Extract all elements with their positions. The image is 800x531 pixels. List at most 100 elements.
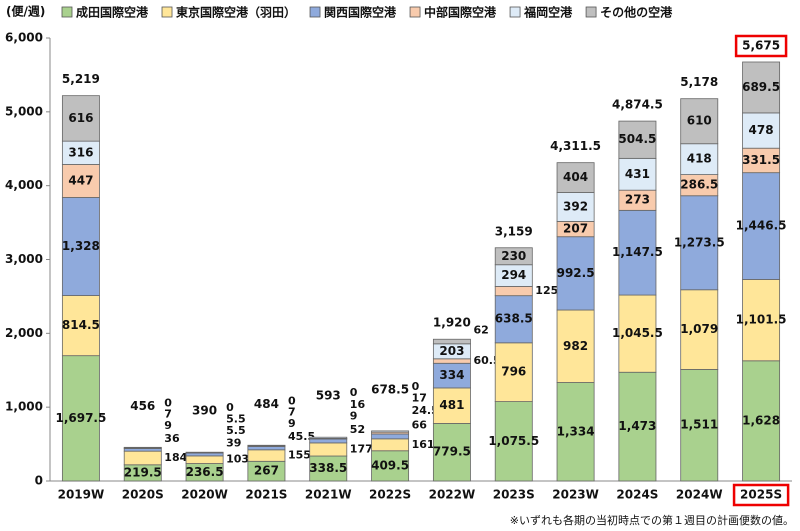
y-tick-label: 4,000 (5, 178, 43, 192)
data-label: 1,101.5 (736, 313, 787, 327)
bar-segment (618, 157, 657, 191)
data-label: 638.5 (495, 312, 533, 326)
data-label: 39 (226, 436, 241, 449)
data-label: 316 (68, 145, 93, 159)
data-label: 1,334 (557, 424, 595, 438)
x-tick-label: 2023S (493, 488, 535, 502)
bar-segment (680, 143, 719, 175)
y-tick-label: 0 (35, 474, 43, 488)
bar-segment (742, 279, 781, 362)
bar-segment (494, 401, 533, 482)
total-label: 5,219 (62, 72, 100, 86)
data-label: 66 (412, 418, 428, 431)
data-label: 0 (164, 396, 172, 409)
bar-segment (556, 236, 595, 311)
total-label: 484 (254, 397, 279, 411)
data-label: 267 (254, 464, 279, 478)
data-label: 45.5 (288, 430, 315, 443)
bar-segment (247, 449, 286, 462)
x-tick-label: 2022S (369, 488, 411, 502)
data-label: 286.5 (680, 178, 718, 192)
total-label: 4,311.5 (550, 139, 601, 153)
y-axis-label: (便/週) (6, 4, 45, 19)
bar-segment (432, 358, 471, 364)
data-label: 689.5 (742, 80, 780, 94)
bar-segment (680, 369, 719, 482)
data-label: 5.5 (226, 412, 246, 425)
data-label: 418 (687, 152, 712, 166)
x-tick-label: 2020S (122, 488, 164, 502)
bar-segment (742, 61, 781, 114)
data-label: 236.5 (186, 465, 224, 479)
legend-swatch (509, 6, 521, 18)
total-label: 390 (192, 404, 217, 418)
bar-segment (61, 295, 100, 357)
data-label: 17 (412, 392, 427, 405)
bar-segment (432, 338, 471, 345)
bar-segment (185, 455, 224, 464)
bar-segment (680, 289, 719, 370)
total-label: 1,920 (433, 316, 471, 330)
x-tick-label: 2024W (676, 488, 723, 502)
bar-segment (371, 438, 410, 452)
x-tick-label: 2021W (305, 488, 352, 502)
data-label: 1,147.5 (612, 245, 663, 259)
data-label: 1,045.5 (612, 326, 663, 340)
data-label: 404 (563, 170, 588, 184)
data-label: 5.5 (226, 424, 246, 437)
x-tick-label: 2019W (58, 488, 105, 502)
bar-segment (371, 433, 410, 440)
bar-segment (371, 430, 410, 433)
data-label: 207 (563, 222, 588, 236)
bar-segment (61, 164, 100, 198)
y-tick-label: 3,000 (5, 252, 43, 266)
highlight-box (732, 483, 790, 507)
bar-segment (742, 147, 781, 174)
data-label: 16 (350, 398, 366, 411)
data-label: 1,328 (62, 239, 100, 253)
legend-label: 福岡空港 (523, 5, 573, 20)
legend-swatch (585, 6, 597, 18)
bar-segment (494, 247, 533, 266)
data-label: 0 (288, 394, 296, 407)
data-label: 1,273.5 (674, 235, 725, 249)
data-label: 392 (563, 199, 588, 213)
data-label: 60.5 (473, 354, 500, 367)
legend-label: その他の空港 (600, 5, 673, 20)
data-label: 1,628 (742, 413, 780, 427)
y-tick-label: 6,000 (5, 31, 43, 45)
x-tick-label: 2021S (245, 488, 287, 502)
data-label: 0 (412, 380, 420, 393)
data-label: 294 (501, 268, 526, 282)
bar-segment (247, 446, 286, 451)
data-label: 992.5 (557, 266, 595, 280)
data-label: 36 (164, 432, 180, 445)
bar-segment (185, 452, 224, 457)
data-label: 9 (164, 419, 172, 432)
bar-segment (309, 455, 348, 482)
data-label: 504.5 (618, 132, 656, 146)
legend-label: 東京国際空港（羽田） (176, 5, 296, 20)
highlight-box (734, 34, 788, 58)
bar-segment (618, 120, 657, 159)
y-tick-label: 5,000 (5, 104, 43, 118)
legend-label: 中部国際空港 (424, 5, 497, 20)
footnote: ※いずれも各期の当初時点での第１週目の計画便数の値。 (510, 513, 794, 527)
total-label: 456 (130, 399, 155, 413)
x-tick-label: 2023W (552, 488, 599, 502)
bar-segment (123, 446, 162, 449)
bar-segment (742, 172, 781, 280)
bar-segment (618, 371, 657, 482)
data-label: 796 (501, 365, 526, 379)
data-label: 219.5 (124, 465, 162, 479)
bar-segment (556, 162, 595, 193)
bar-segment (432, 387, 471, 424)
legend-swatch (61, 6, 73, 18)
total-label: 5,675 (742, 38, 780, 52)
x-tick-label: 2024S (616, 488, 658, 502)
bar-segment (309, 436, 348, 439)
bar-segment (61, 95, 100, 142)
bar-segment (680, 98, 719, 145)
data-label: 431 (625, 167, 650, 181)
bar-segment (618, 209, 657, 296)
